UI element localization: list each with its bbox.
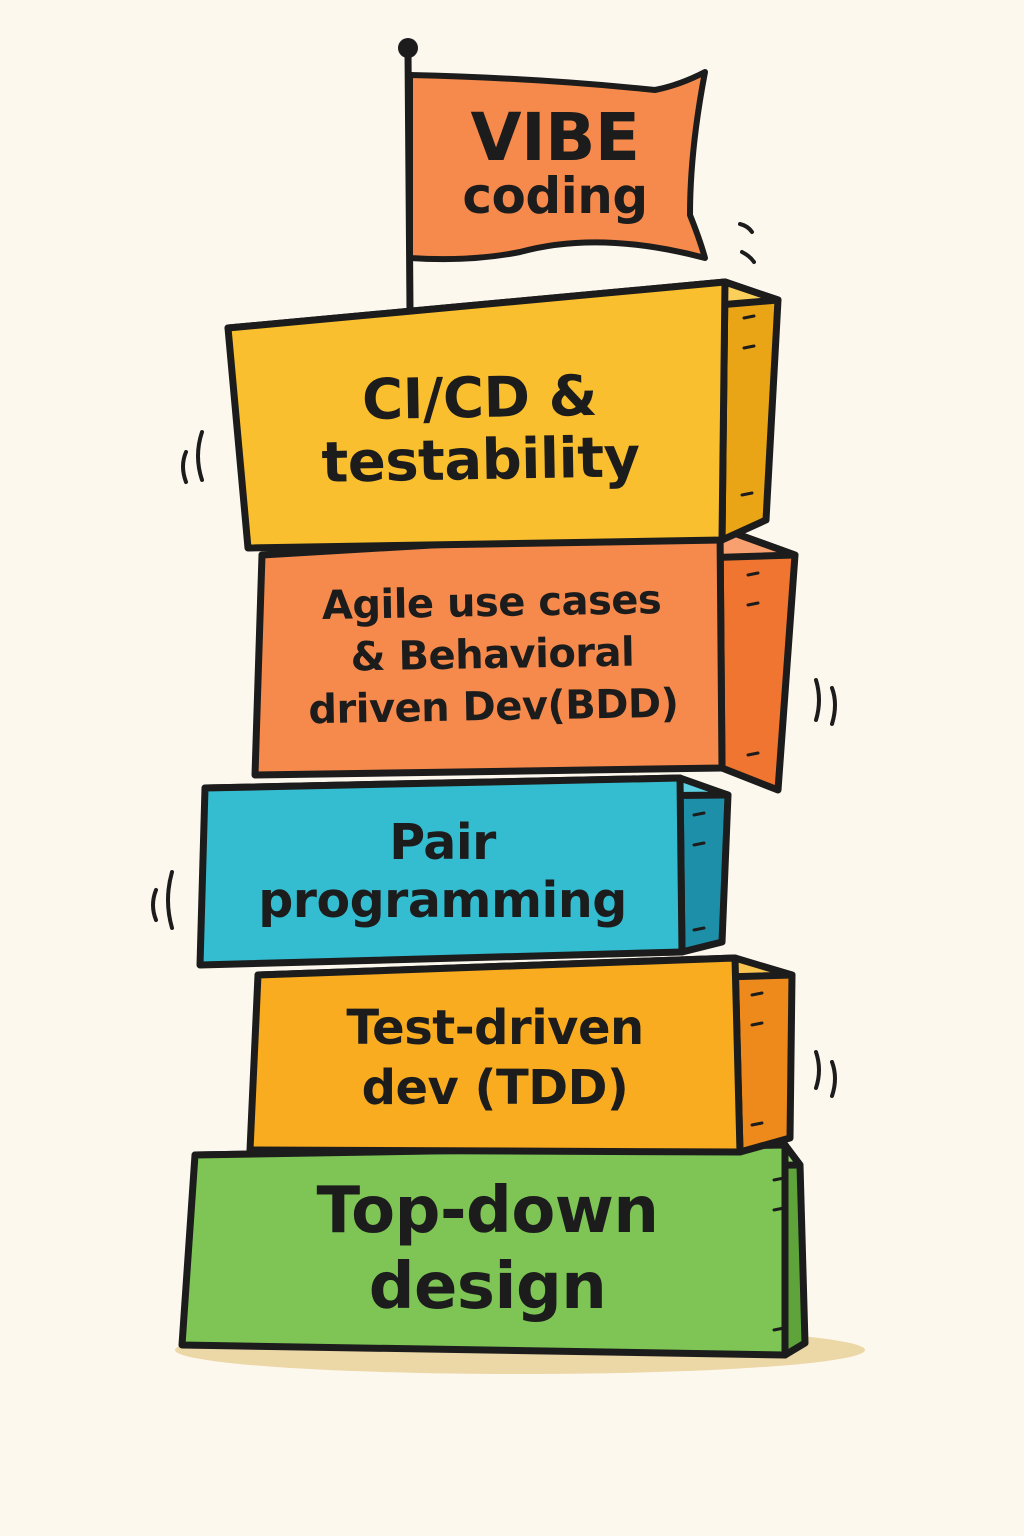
block-label-agile-bdd: Agile use cases & Behavioral driven Dev(… xyxy=(308,577,679,734)
block-label-top-down-design: Top-down design xyxy=(316,1174,659,1324)
block-label-tdd: Test-driven dev (TDD) xyxy=(346,999,644,1116)
flag-title: VIBE xyxy=(470,98,640,176)
flag-banner xyxy=(407,69,708,263)
flag-pole-knob xyxy=(398,38,418,58)
flag-label: VIBE coding xyxy=(420,88,690,238)
block-ci-cd xyxy=(224,278,782,552)
block-test-driven-dev xyxy=(246,954,796,1156)
block-agile-bdd xyxy=(251,524,799,794)
block-label-ci-cd: CI/CD & testability xyxy=(320,364,641,496)
block-pair-programming xyxy=(196,774,732,969)
block-label-pair-programming: Pair programming xyxy=(258,814,627,929)
motion-marks xyxy=(151,222,837,1098)
flag-subtitle: coding xyxy=(462,167,648,226)
